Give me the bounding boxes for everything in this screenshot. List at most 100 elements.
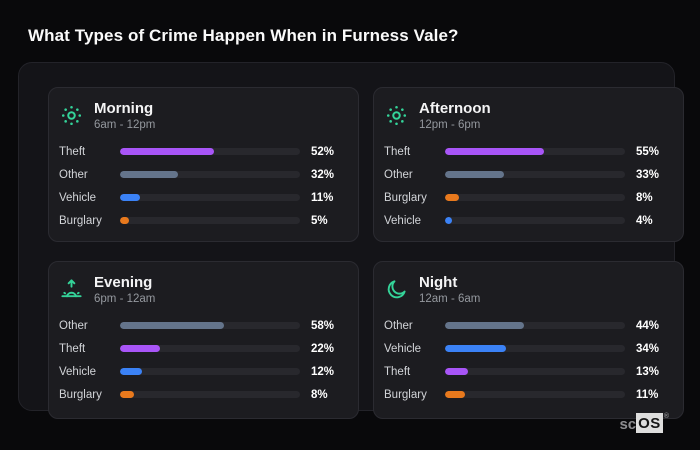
bar-fill: [445, 194, 460, 201]
bar-fill: [120, 148, 214, 155]
card-time-range: 12am - 6am: [419, 293, 481, 306]
watermark-box: OS: [636, 413, 663, 433]
crime-type-label: Vehicle: [384, 342, 422, 355]
card-time-range: 6am - 12pm: [94, 119, 156, 132]
card-title: Morning: [94, 100, 154, 117]
card-title: Afternoon: [419, 100, 491, 117]
card-header: Night 12am - 6am: [384, 274, 672, 308]
bar-fill: [120, 322, 225, 329]
crime-type-label: Vehicle: [59, 191, 97, 204]
sun-icon: [61, 105, 82, 126]
bar-track: [120, 171, 300, 178]
card-heading-text: Night 12am - 6am: [419, 274, 480, 305]
bar-track: [120, 217, 300, 224]
bar-fill: [445, 345, 507, 352]
crime-type-label: Burglary: [384, 191, 427, 204]
percentage-value: 33%: [636, 168, 660, 181]
bar-fill: [120, 391, 135, 398]
bar-list: Other 58% Theft 22% Vehicle 12% Burglary…: [59, 318, 347, 402]
bar-row: Burglary 8%: [384, 190, 672, 205]
percentage-value: 58%: [311, 319, 335, 332]
bar-row: Other 33%: [384, 167, 672, 182]
bar-row: Theft 22%: [59, 341, 347, 356]
bar-row: Burglary 5%: [59, 213, 347, 228]
card-time-range: 12pm - 6pm: [419, 119, 481, 132]
percentage-value: 52%: [311, 145, 335, 158]
card-header: Morning 6am - 12pm: [59, 100, 347, 134]
moon-icon: [387, 280, 406, 299]
bar-track: [120, 148, 300, 155]
crime-type-label: Other: [59, 168, 88, 181]
percentage-value: 12%: [311, 365, 335, 378]
bar-fill: [120, 194, 140, 201]
bar-fill: [120, 171, 178, 178]
page-title: What Types of Crime Happen When in Furne…: [28, 26, 459, 45]
percentage-value: 55%: [636, 145, 660, 158]
percentage-value: 5%: [311, 214, 328, 227]
card-heading-text: Morning 6am - 12pm: [94, 100, 155, 131]
card-evening: Evening 6pm - 12am Other 58% Theft 22% V…: [48, 261, 359, 419]
bar-track: [445, 322, 625, 329]
bar-fill: [120, 345, 160, 352]
crime-type-label: Other: [384, 319, 413, 332]
registered-mark: ®: [663, 413, 669, 420]
crime-type-label: Vehicle: [384, 214, 422, 227]
card-time-range: 6pm - 12am: [94, 293, 156, 306]
bar-fill: [445, 322, 525, 329]
bar-row: Theft 52%: [59, 144, 347, 159]
crime-type-label: Theft: [384, 365, 411, 378]
bar-track: [445, 148, 625, 155]
crime-type-label: Burglary: [384, 388, 427, 401]
crime-type-label: Other: [384, 168, 413, 181]
cards-grid: Morning 6am - 12pm Theft 52% Other 32% V…: [48, 87, 684, 419]
card-heading-text: Evening 6pm - 12am: [94, 274, 155, 305]
card-header: Evening 6pm - 12am: [59, 274, 347, 308]
card-header: Afternoon 12pm - 6pm: [384, 100, 672, 134]
bar-track: [445, 171, 625, 178]
crime-type-label: Theft: [59, 145, 86, 158]
sun-icon: [386, 105, 407, 126]
bar-row: Vehicle 34%: [384, 341, 672, 356]
percentage-value: 8%: [636, 191, 653, 204]
card-icon: [60, 278, 83, 301]
card-icon: [60, 104, 83, 127]
card-icon: [385, 278, 408, 301]
sunrise-icon: [61, 279, 82, 298]
card-title: Night: [419, 274, 458, 291]
bar-track: [445, 217, 625, 224]
card-morning: Morning 6am - 12pm Theft 52% Other 32% V…: [48, 87, 359, 242]
bar-fill: [445, 368, 469, 375]
watermark-logo: sc OS ®: [619, 413, 669, 433]
bar-row: Vehicle 12%: [59, 364, 347, 379]
card-title: Evening: [94, 274, 153, 291]
bar-row: Other 44%: [384, 318, 672, 333]
bar-fill: [445, 391, 465, 398]
crime-type-label: Other: [59, 319, 88, 332]
card-afternoon: Afternoon 12pm - 6pm Theft 55% Other 33%…: [373, 87, 684, 242]
bar-track: [445, 391, 625, 398]
percentage-value: 44%: [636, 319, 660, 332]
crime-type-label: Theft: [384, 145, 411, 158]
percentage-value: 13%: [636, 365, 660, 378]
bar-list: Other 44% Vehicle 34% Theft 13% Burglary…: [384, 318, 672, 402]
crime-type-label: Burglary: [59, 388, 102, 401]
crime-type-label: Burglary: [59, 214, 102, 227]
percentage-value: 8%: [311, 388, 328, 401]
percentage-value: 11%: [311, 191, 334, 204]
percentage-value: 4%: [636, 214, 653, 227]
bar-track: [120, 194, 300, 201]
card-heading-text: Afternoon 12pm - 6pm: [419, 100, 491, 131]
percentage-value: 11%: [636, 388, 659, 401]
bar-row: Vehicle 11%: [59, 190, 347, 205]
bar-row: Vehicle 4%: [384, 213, 672, 228]
crime-type-label: Theft: [59, 342, 86, 355]
bar-row: Theft 13%: [384, 364, 672, 379]
bar-track: [120, 322, 300, 329]
bar-fill: [445, 148, 544, 155]
percentage-value: 34%: [636, 342, 660, 355]
bar-track: [445, 194, 625, 201]
card-icon: [385, 104, 408, 127]
bar-list: Theft 55% Other 33% Burglary 8% Vehicle …: [384, 144, 672, 228]
percentage-value: 32%: [311, 168, 335, 181]
bar-track: [120, 391, 300, 398]
